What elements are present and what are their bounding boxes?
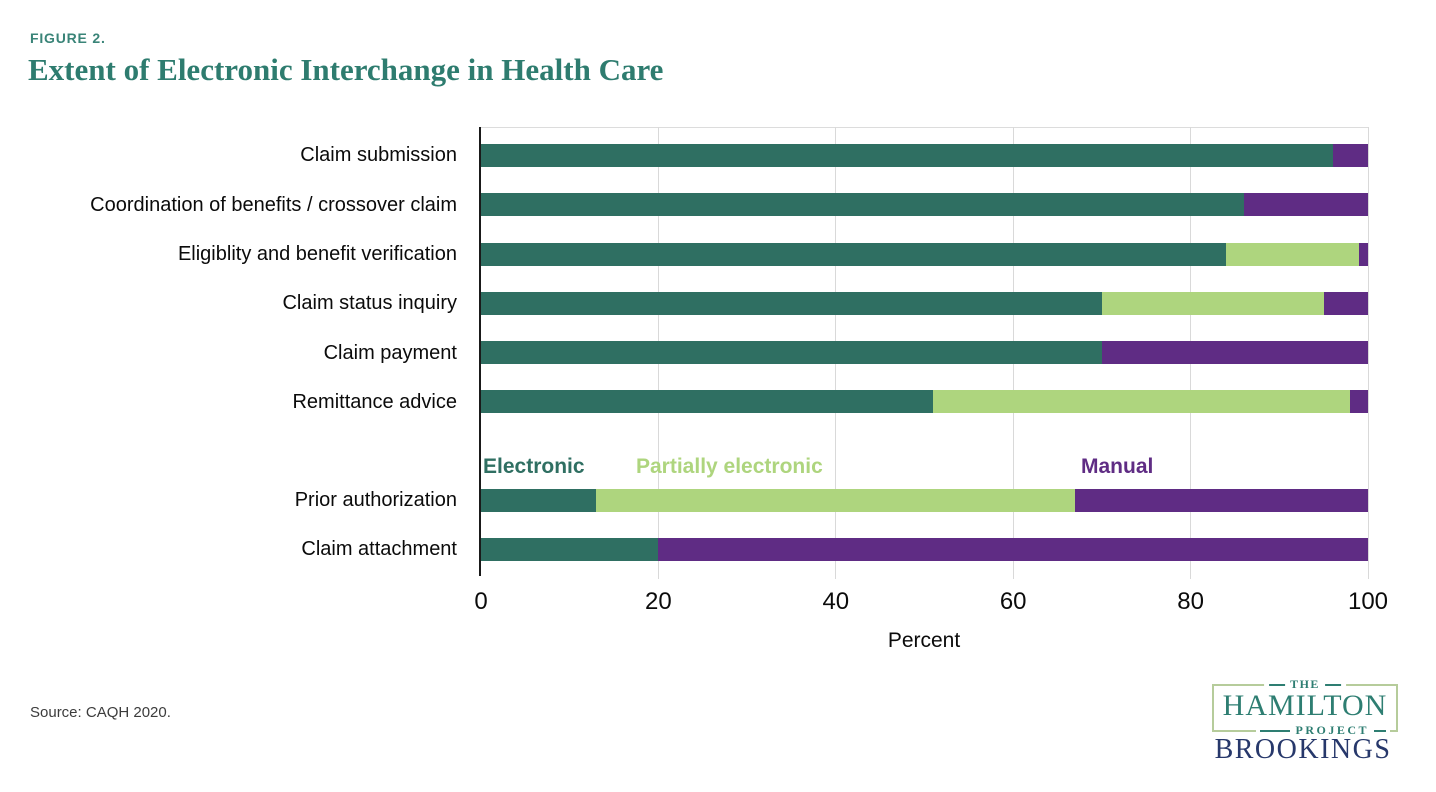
category-label-prior-authorization: Prior authorization (294, 489, 457, 511)
gridline-100 (1367, 127, 1369, 579)
chart-title: Extent of Electronic Interchange in Heal… (28, 52, 664, 87)
hamilton-logo-name: HAMILTON (1219, 689, 1391, 724)
source-note: Source: CAQH 2020. (30, 704, 171, 721)
bar-segment-partially-electronic (596, 488, 1076, 512)
x-tick-label-20: 20 (645, 588, 672, 615)
bar-segment-electronic (481, 390, 934, 413)
hamilton-the-text: THE (1290, 677, 1320, 691)
x-tick-label-0: 0 (474, 588, 488, 615)
plot-top-border (481, 127, 1368, 128)
bar-segment-electronic (481, 143, 1333, 167)
legend-partially-electronic: Partially electronic (636, 455, 823, 478)
bar-segment-manual (1350, 390, 1368, 413)
bar-segment-partially-electronic (933, 390, 1351, 413)
logo-dash (1324, 683, 1341, 686)
bar-segment-electronic (481, 537, 659, 561)
bar-segment-electronic (481, 193, 1244, 216)
bar-segment-manual (1323, 291, 1368, 315)
legend-electronic: Electronic (483, 455, 585, 478)
bar-segment-manual (1075, 488, 1368, 512)
bar-segment-manual (1243, 193, 1368, 216)
hamilton-project-logo: THE HAMILTON PROJECT (1212, 677, 1398, 738)
logo-dash (1374, 729, 1386, 732)
bar-segment-partially-electronic (1101, 291, 1324, 315)
logo-dash (1269, 683, 1286, 686)
bar-segment-manual (1332, 143, 1368, 167)
bar-segment-electronic (481, 291, 1102, 315)
x-tick-label-40: 40 (822, 588, 850, 615)
hamilton-logo-project: PROJECT (1256, 723, 1390, 738)
brookings-logo: BROOKINGS (1214, 734, 1392, 765)
hamilton-project-text: PROJECT (1295, 723, 1369, 737)
bar-segment-electronic (481, 488, 597, 512)
x-tick-label-100: 100 (1347, 588, 1389, 615)
y-axis-line (479, 127, 481, 576)
bar-segment-manual (1359, 242, 1368, 266)
bar-segment-manual (658, 537, 1368, 561)
logo-dash (1260, 729, 1291, 732)
category-label-remittance-advice: Remittance advice (292, 390, 457, 413)
x-axis-title: Percent (887, 629, 961, 652)
category-label-claim-attachment: Claim attachment (301, 538, 457, 560)
bar-segment-manual (1101, 341, 1368, 364)
legend-manual: Manual (1081, 455, 1154, 478)
bar-segment-electronic (481, 341, 1102, 364)
category-label-claim-status-inquiry: Claim status inquiry (282, 292, 457, 314)
x-tick-label-60: 60 (999, 588, 1027, 615)
bar-segment-electronic (481, 242, 1227, 266)
bar-segment-partially-electronic (1226, 242, 1360, 266)
figure-number-label: FIGURE 2. (30, 30, 106, 46)
category-label-eligiblity-and-benefit-verification: Eligiblity and benefit verification (177, 243, 457, 265)
hamilton-logo-the: THE (1264, 677, 1346, 692)
category-label-claim-payment: Claim payment (323, 341, 457, 364)
category-label-coordination-of-benefits-crossover-claim: Coordination of benefits / crossover cla… (90, 193, 457, 216)
category-label-claim-submission: Claim submission (300, 144, 457, 166)
x-tick-label-80: 80 (1177, 588, 1204, 615)
